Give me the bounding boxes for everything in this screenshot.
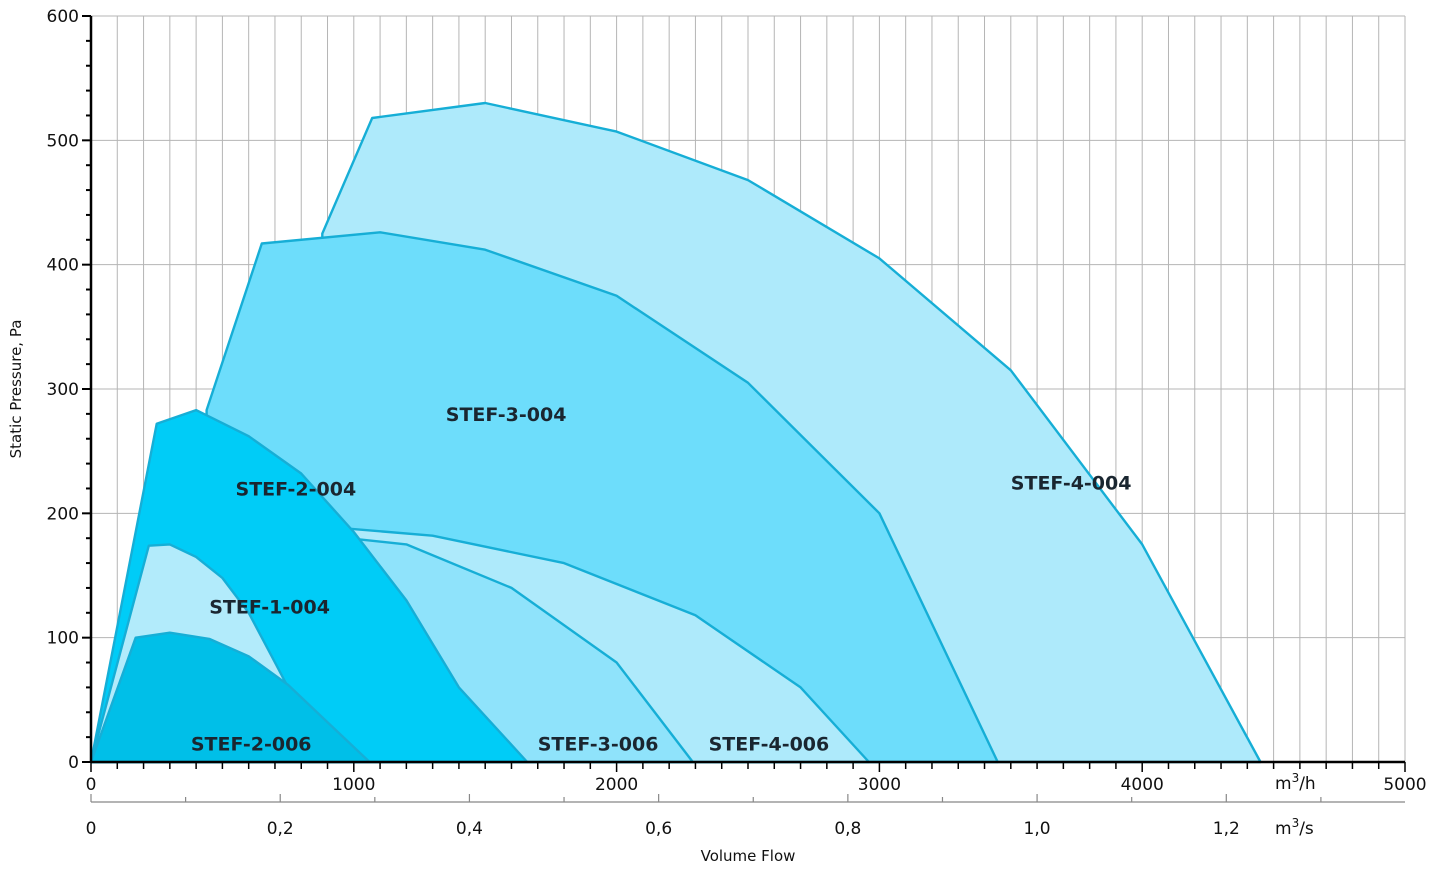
y-tick-label: 100 (47, 629, 79, 649)
series-labels: STEF-4-004 STEF-3-004 STEF-4-006 STEF-3-006… (191, 404, 1132, 755)
y-tick-label: 0 (68, 753, 79, 773)
x2-tick-label: 0,8 (834, 819, 861, 839)
x2-tick-label: 0,2 (267, 819, 294, 839)
series-label-stef-4-004: STEF-4-004 (1011, 472, 1132, 494)
series-areas (89, 101, 1262, 764)
series-label-stef-2-004: STEF-2-004 (236, 478, 357, 500)
series-label-stef-2-006: STEF-2-006 (191, 733, 312, 755)
x-unit-superscript: 3 (1292, 771, 1300, 785)
x2-unit-suffix: /s (1299, 819, 1314, 839)
tick-labels: 0 100 200 300 400 500 600 0 1000 2000 3000 4000 5000… (47, 7, 1427, 839)
y-axis-title: Static Pressure, Pa (7, 320, 25, 459)
x-axis-title: Volume Flow (701, 847, 796, 865)
y-tick-label: 400 (47, 256, 79, 276)
x2-unit-label: m3/s (1275, 816, 1314, 839)
x-tick-label: 4000 (1121, 775, 1164, 795)
series-label-stef-3-006: STEF-3-006 (538, 733, 659, 755)
series-label-stef-3-004: STEF-3-004 (446, 404, 567, 426)
x2-tick-label: 0 (86, 819, 97, 839)
x-tick-label: 2000 (595, 775, 638, 795)
x-tick-label: 1000 (332, 775, 375, 795)
x-unit-suffix: /h (1299, 774, 1316, 794)
series-label-stef-1-004: STEF-1-004 (209, 597, 330, 619)
y-tick-label: 600 (47, 7, 79, 27)
x2-tick-label: 1,2 (1213, 819, 1240, 839)
x2-tick-label: 0,4 (456, 819, 483, 839)
y-tick-label: 200 (47, 504, 79, 524)
y-tick-label: 300 (47, 380, 79, 400)
y-tick-label: 500 (47, 131, 79, 151)
series-label-stef-4-006: STEF-4-006 (709, 733, 830, 755)
x2-unit-superscript: 3 (1292, 816, 1300, 830)
x-unit-label: m3/h (1275, 771, 1316, 794)
x-tick-label: 5000 (1383, 775, 1426, 795)
x2-tick-label: 1,0 (1024, 819, 1051, 839)
x2-tick-label: 0,6 (645, 819, 672, 839)
x-tick-label: 3000 (858, 775, 901, 795)
axes (82, 15, 1406, 803)
x-tick-label: 0 (86, 775, 97, 795)
series-area-stef-2-006 (89, 631, 371, 764)
